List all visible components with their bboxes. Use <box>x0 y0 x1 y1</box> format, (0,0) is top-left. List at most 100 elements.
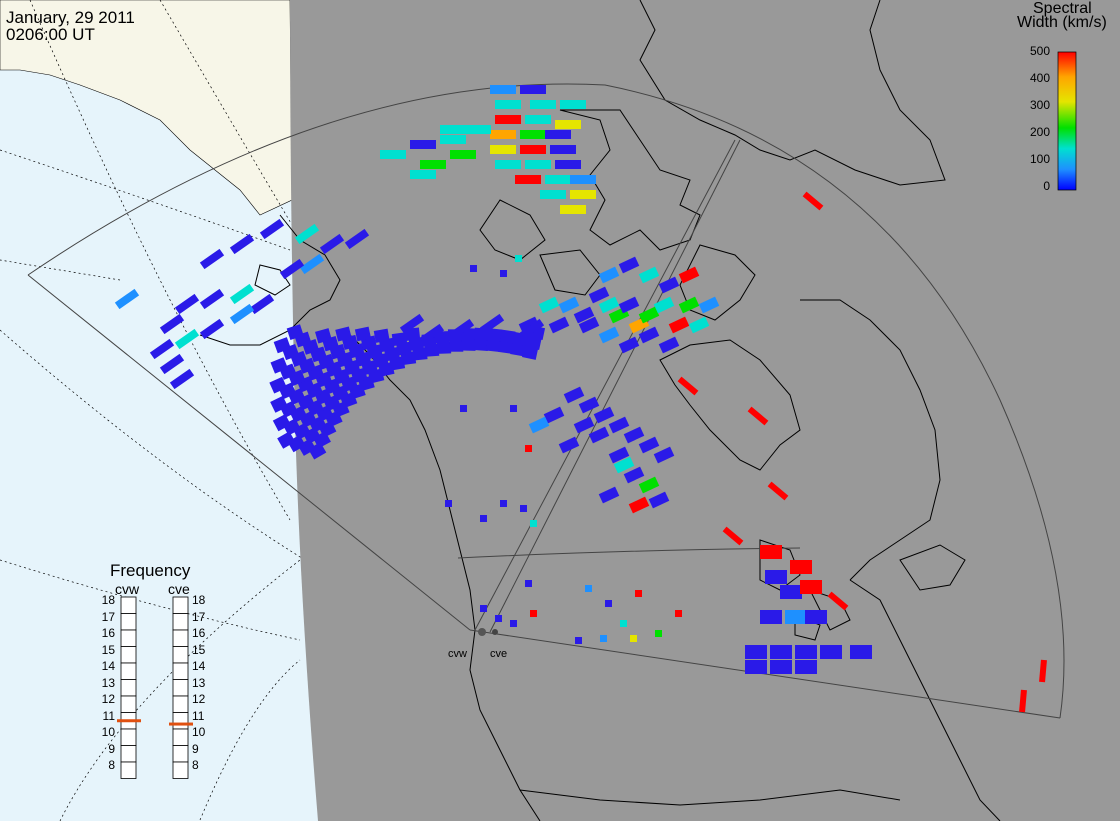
radar-site-cve <box>492 629 498 635</box>
frequency-title: Frequency <box>110 561 191 580</box>
echo-cell <box>335 326 352 342</box>
echo-cell <box>229 283 255 305</box>
frequency-cell-west <box>120 629 137 647</box>
frequency-east-label: cve <box>168 581 190 597</box>
echo-cell <box>440 135 466 144</box>
echo-cell <box>560 100 586 109</box>
echo-cell <box>522 345 539 360</box>
echo-cell <box>408 337 424 351</box>
frequency-cell-east <box>172 629 189 647</box>
echo-cell <box>510 342 527 357</box>
echo-cell <box>618 296 640 314</box>
frequency-scale-label-left: 10 <box>101 725 115 739</box>
echo-cell <box>279 258 305 280</box>
echo-cell <box>785 610 807 624</box>
frequency-cell-west <box>120 728 137 746</box>
echo-cell <box>558 296 580 314</box>
echo-cell <box>600 635 607 642</box>
echo-cell <box>315 328 332 344</box>
echo-cell <box>558 436 580 454</box>
echo-cell <box>560 205 586 214</box>
echo-cell <box>573 416 595 434</box>
frequency-cell-east <box>172 712 189 730</box>
echo-cell <box>623 426 645 444</box>
echo-cell <box>270 395 289 413</box>
echo-cell <box>658 336 680 354</box>
frequency-scale-label-right: 11 <box>192 708 205 723</box>
echo-cell <box>767 481 789 501</box>
echo-cell <box>540 190 566 199</box>
spectral-width-colorbar <box>1057 51 1077 191</box>
echo-cell <box>550 145 576 154</box>
colorbar-tick-400: 400 <box>1029 71 1050 85</box>
frequency-scale-label-left: 12 <box>101 692 115 706</box>
echo-cell <box>598 266 620 284</box>
echo-cell <box>460 405 467 412</box>
echo-cell <box>543 406 565 424</box>
echo-cell <box>373 328 390 343</box>
echo-cell <box>638 326 660 344</box>
echo-cell <box>545 175 571 184</box>
echo-cell <box>449 339 464 352</box>
echo-cell <box>628 496 650 514</box>
echo-cell <box>149 338 175 360</box>
echo-cell <box>525 445 532 452</box>
colorbar-tick-0: 0 <box>1043 179 1050 193</box>
echo-cell <box>287 434 306 453</box>
colorbar-title-line2: Width (km/s) <box>1017 14 1107 31</box>
echo-cell <box>548 316 570 334</box>
fov-beam-1 <box>474 139 736 631</box>
echo-cell <box>510 620 517 627</box>
echo-cell <box>578 316 600 334</box>
echo-cell <box>1039 659 1047 683</box>
echo-cell <box>563 386 585 404</box>
radar-site-cvw <box>478 628 486 636</box>
echo-cell <box>272 414 291 432</box>
frequency-scale-label-right: 17 <box>192 609 206 624</box>
frequency-scale-label-left: 16 <box>101 626 115 640</box>
date-label: January, 29 2011 <box>6 8 135 27</box>
radar-echoes <box>114 85 1047 713</box>
echo-cell <box>199 288 225 310</box>
echo-cell <box>588 426 610 444</box>
echo-cell <box>480 515 487 522</box>
radar-label-cvw: cvw <box>448 648 467 660</box>
echo-cell <box>648 491 670 509</box>
night-side <box>290 0 1120 821</box>
echo-cell <box>412 347 428 361</box>
echo-cell <box>688 316 710 334</box>
frequency-cell-east <box>172 695 189 713</box>
echo-cell <box>473 338 489 352</box>
echo-cell <box>820 645 842 659</box>
frequency-scale-label-right: 15 <box>192 642 206 657</box>
greenland-coast <box>639 0 946 186</box>
frequency-cell-east <box>172 646 189 664</box>
frequency-scale-label-left: 11 <box>102 708 115 723</box>
echo-cell <box>593 406 615 424</box>
frequency-scale-label-right: 9 <box>192 741 199 756</box>
echo-cell <box>480 605 487 612</box>
frequency-cell-west <box>120 613 137 631</box>
labrador-coast <box>800 299 941 581</box>
frequency-scale-label-right: 13 <box>192 675 206 690</box>
echo-cell <box>638 306 660 324</box>
frequency-cell-west <box>120 646 137 664</box>
echo-cell <box>470 265 477 272</box>
echo-cell <box>573 306 595 324</box>
frequency-cell-east <box>172 596 189 614</box>
colorbar-title-line1: Spectral <box>1033 0 1092 17</box>
echo-cell <box>698 296 720 314</box>
echo-cell <box>270 357 288 374</box>
echo-cell <box>555 120 581 129</box>
echo-cell <box>391 332 408 347</box>
echo-cell <box>277 431 296 449</box>
echo-cell <box>608 416 630 434</box>
echo-cell <box>515 255 522 262</box>
echo-cell <box>525 160 551 169</box>
echo-cell <box>424 343 440 357</box>
frequency-scale-label-left: 18 <box>101 593 115 607</box>
echo-cell <box>570 175 596 184</box>
echo-cell <box>623 466 645 484</box>
echo-cell <box>795 660 817 674</box>
echo-cell <box>668 316 690 334</box>
